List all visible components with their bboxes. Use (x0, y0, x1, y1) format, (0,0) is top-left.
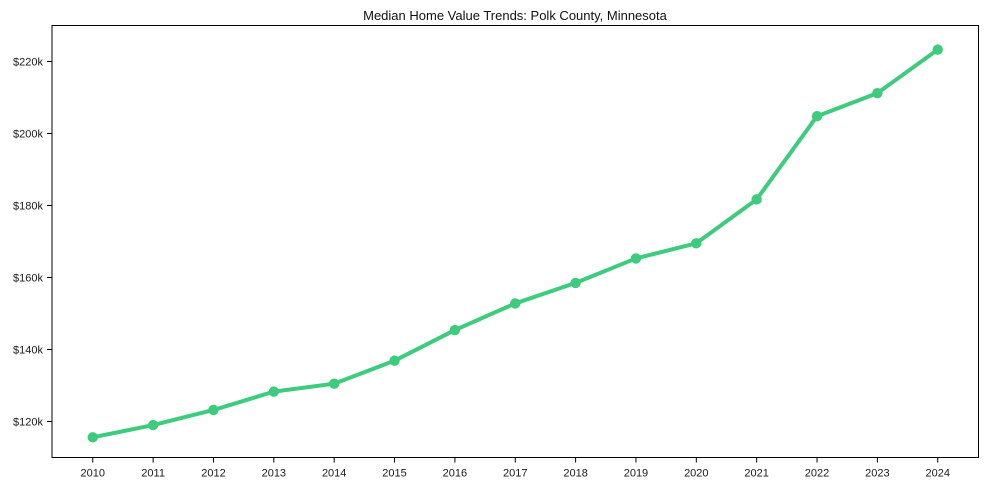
x-tick-label: 2017 (503, 468, 527, 480)
data-series (87, 44, 943, 443)
x-tick-label: 2023 (865, 468, 889, 480)
y-tick-label: $120k (13, 417, 43, 429)
x-tick-label: 2018 (563, 468, 587, 480)
x-tick-label: 2022 (805, 468, 829, 480)
data-point-marker (389, 355, 400, 366)
plot-border (51, 25, 979, 458)
data-point-marker (811, 111, 823, 122)
data-point-marker (691, 238, 702, 249)
y-tick-label: $220k (13, 57, 43, 69)
data-point-marker (328, 378, 340, 389)
data-point-marker (751, 194, 762, 205)
x-tick-label: 2010 (81, 468, 105, 480)
series-line (90, 47, 940, 440)
x-tick-label: 2015 (382, 468, 406, 480)
x-tick-label: 2013 (262, 468, 286, 480)
data-point-marker (268, 386, 280, 397)
x-tick-label: 2014 (322, 468, 346, 480)
y-tick-label: $160k (13, 273, 43, 285)
data-point-marker (932, 44, 943, 55)
x-tick-label: 2012 (201, 468, 225, 480)
x-tick-label: 2011 (141, 468, 165, 480)
plot-frame (51, 25, 979, 458)
y-tick-label: $180k (13, 201, 43, 213)
x-tick-label: 2021 (744, 468, 768, 480)
data-point-marker (449, 324, 461, 336)
x-tick-label: 2016 (443, 468, 467, 480)
x-tick-label: 2019 (624, 468, 648, 480)
x-tick-label: 2024 (925, 468, 949, 480)
y-axis-ticks: $120k $140k $160k $180k $200k $220k (13, 57, 52, 429)
y-tick-label: $140k (13, 345, 43, 357)
y-tick-label: $200k (13, 129, 43, 141)
chart-title: Median Home Value Trends: Polk County, M… (363, 8, 667, 23)
x-tick-label: 2020 (684, 468, 708, 480)
data-point-marker (872, 87, 883, 99)
data-point-marker (510, 298, 521, 309)
data-point-marker (570, 277, 581, 289)
data-point-marker (147, 419, 159, 431)
data-point-marker (208, 404, 219, 416)
x-axis-ticks: 2010 2011 2012 2013 2014 2015 2016 2017 2018 2019… (81, 457, 950, 480)
data-point-marker (87, 432, 98, 443)
data-point-marker (630, 253, 642, 264)
